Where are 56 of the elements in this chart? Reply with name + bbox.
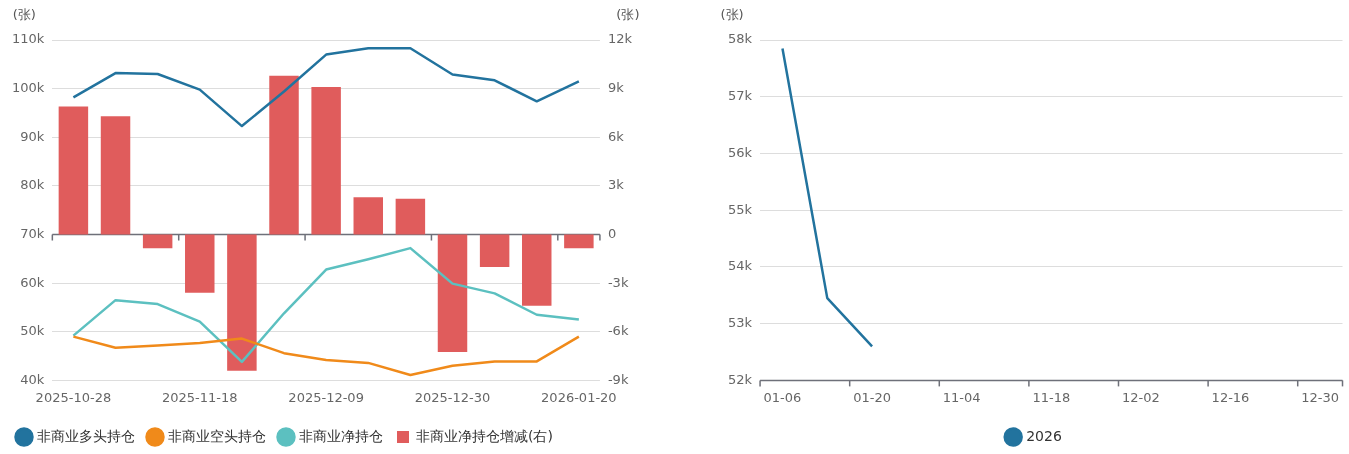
x-tick-label: 12-16 — [1211, 389, 1250, 405]
bar — [479, 234, 510, 267]
bar — [395, 198, 426, 235]
y-tick-label: 110k — [12, 31, 45, 47]
y-axis-title: (张) — [720, 6, 744, 22]
x-tick-label: 01-20 — [853, 389, 891, 405]
bar — [58, 106, 89, 235]
y2-tick-label: -9k — [607, 371, 629, 387]
y-tick-label: 52k — [727, 371, 753, 387]
y2-tick-label: 0 — [607, 225, 617, 241]
y2-tick-label: 3k — [607, 177, 625, 193]
bar — [185, 234, 215, 293]
x-tick-label: 11-18 — [1032, 389, 1071, 405]
y-tick-label: 58k — [727, 31, 753, 47]
x-tick-label: 2025-10-28 — [35, 389, 112, 405]
bar — [100, 116, 131, 235]
y-tick-label: 55k — [727, 201, 753, 217]
x-tick-label: 12-30 — [1301, 389, 1339, 405]
x-tick-label: 2026-01-20 — [541, 389, 617, 405]
y-tick-label: 100k — [12, 80, 45, 95]
y-tick-label: 56k — [727, 144, 753, 160]
y-tick-label: 80k — [20, 177, 45, 193]
bar — [437, 234, 468, 353]
legend-label: 2026 — [1026, 427, 1062, 444]
bar — [522, 234, 552, 306]
y2-tick-label: -6k — [607, 323, 629, 339]
y-tick-label: 54k — [727, 258, 753, 274]
y-tick-label: 50k — [20, 323, 45, 339]
bar — [564, 234, 594, 249]
bar — [269, 75, 299, 235]
x-tick-label: 12-02 — [1122, 389, 1160, 405]
y-tick-label: 57k — [727, 88, 753, 104]
y2-tick-label: 9k — [607, 80, 625, 95]
y2-tick-label: -3k — [607, 274, 629, 290]
x-tick-label: 01-06 — [763, 389, 802, 405]
x-tick-label: 2025-12-30 — [414, 389, 491, 405]
x-tick-label: 11-04 — [942, 389, 981, 405]
y2-tick-label: 12k — [607, 31, 633, 47]
y2-axis-title: (张) — [616, 6, 640, 22]
legend-label: 非商业空头持仓 — [168, 427, 266, 444]
bar — [353, 197, 383, 235]
y-tick-label: 90k — [20, 128, 45, 144]
y2-tick-label: 6k — [607, 128, 625, 144]
y-axis-title: (张) — [12, 6, 36, 22]
y-tick-label: 53k — [727, 315, 753, 331]
y-tick-label: 70k — [20, 225, 45, 241]
legend-label: 非商业净持仓 — [299, 427, 383, 444]
bar — [227, 234, 257, 371]
x-tick-label: 2025-12-09 — [288, 389, 364, 405]
legend-label: 非商业多头持仓 — [37, 427, 135, 444]
legend-label: 非商业净持仓增减(右) — [416, 427, 553, 444]
y-tick-label: 60k — [20, 274, 45, 290]
bar — [311, 87, 341, 235]
bar — [142, 234, 173, 249]
x-tick-label: 2025-11-18 — [161, 389, 238, 405]
y-tick-label: 40k — [20, 371, 45, 387]
